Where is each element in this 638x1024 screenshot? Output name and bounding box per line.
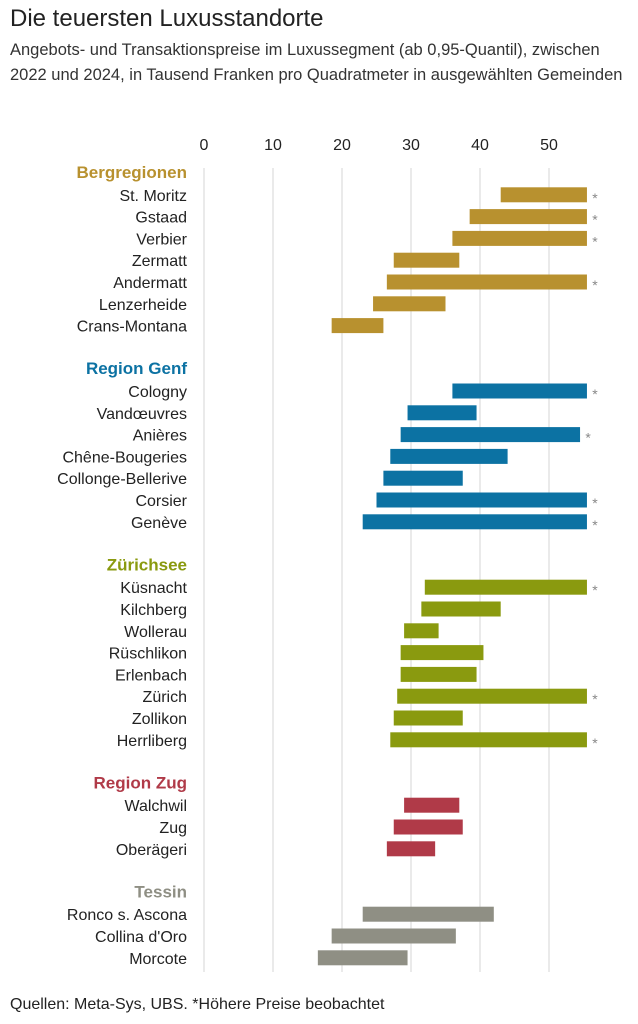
x-tick-label: 40 <box>471 137 489 154</box>
row-label: Verbier <box>136 231 187 248</box>
row-label: Zug <box>159 820 187 837</box>
range-bar <box>393 710 463 726</box>
row-label: Crans-Montana <box>77 319 187 336</box>
range-bar <box>386 274 587 290</box>
range-bar <box>376 492 587 508</box>
x-tick-label: 10 <box>264 137 282 154</box>
group-header-4: Tessin <box>134 882 187 901</box>
row-label: Erlenbach <box>115 667 187 684</box>
range-bar <box>404 797 460 813</box>
row-label: Walchwil <box>124 798 187 815</box>
range-bar <box>362 514 587 530</box>
row-label: Anières <box>133 428 187 445</box>
chart-footer-source: Quellen: Meta-Sys, UBS. *Höhere Preise b… <box>10 996 385 1013</box>
x-tick-label: 30 <box>402 137 420 154</box>
range-bar <box>393 819 463 835</box>
star-marker: * <box>592 735 598 751</box>
range-bar <box>500 187 587 203</box>
group-header-2: Zürichsee <box>107 555 187 574</box>
row-label: Collina d'Oro <box>95 929 187 946</box>
x-tick-label: 50 <box>540 137 558 154</box>
star-marker: * <box>592 582 598 598</box>
range-bar <box>393 252 460 268</box>
row-label: Oberägeri <box>116 842 187 859</box>
row-label: Gstaad <box>135 210 187 227</box>
star-marker: * <box>592 190 598 206</box>
row-label: Morcote <box>129 951 187 968</box>
star-marker: * <box>592 495 598 511</box>
row-label: Herrliberg <box>117 733 187 750</box>
range-bar <box>400 645 484 661</box>
row-label: St. Moritz <box>119 188 187 205</box>
row-label: Wollerau <box>124 624 187 641</box>
range-bar <box>452 230 587 246</box>
range-bar <box>331 318 384 334</box>
x-tick-label: 20 <box>333 137 351 154</box>
x-tick-label: 0 <box>200 137 209 154</box>
row-label: Genève <box>131 515 187 532</box>
row-label: Corsier <box>135 493 187 510</box>
range-bar <box>404 623 439 639</box>
row-label: Andermatt <box>113 275 187 292</box>
row-label: Kilchberg <box>120 602 187 619</box>
row-label: Collonge-Bellerive <box>57 471 187 488</box>
row-label: Vandœuvres <box>97 406 187 423</box>
range-bar <box>421 601 501 617</box>
group-header-3: Region Zug <box>94 773 187 792</box>
range-bar <box>407 405 477 421</box>
range-bar <box>390 448 508 464</box>
row-label: Zürich <box>143 689 187 706</box>
group-header-0: Bergregionen <box>76 163 187 182</box>
range-bar <box>331 928 456 944</box>
star-marker: * <box>592 517 598 533</box>
star-marker: * <box>592 691 598 707</box>
range-bar-chart: 0 10 20 30 40 50 Bergregionen St. Moritz * Gstaad… <box>57 137 598 972</box>
range-bar <box>390 732 587 748</box>
range-bar <box>424 579 587 595</box>
chart-title: Die teuersten Luxusstandorte <box>10 5 324 32</box>
star-marker: * <box>585 430 591 446</box>
row-label: Zermatt <box>132 253 188 270</box>
range-bar <box>373 296 446 312</box>
range-bar <box>386 841 436 857</box>
range-bar <box>400 666 477 682</box>
row-label: Cologny <box>128 384 187 401</box>
range-bar <box>452 383 587 399</box>
star-marker: * <box>592 233 598 249</box>
row-label: Chêne-Bougeries <box>62 449 187 466</box>
star-marker: * <box>592 212 598 228</box>
range-bar <box>383 470 463 486</box>
star-marker: * <box>592 386 598 402</box>
range-bar <box>469 209 587 225</box>
star-marker: * <box>592 277 598 293</box>
range-bar <box>317 950 408 966</box>
range-bar <box>397 688 587 704</box>
row-label: Lenzerheide <box>99 297 187 314</box>
chart-subtitle: Angebots- und Transaktionspreise im Luxu… <box>10 41 623 84</box>
row-label: Rüschlikon <box>109 646 187 663</box>
group-header-1: Region Genf <box>86 359 187 378</box>
range-bar <box>362 906 494 922</box>
row-label: Ronco s. Ascona <box>67 907 187 924</box>
range-bar <box>400 427 581 443</box>
row-label: Zollikon <box>132 711 187 728</box>
row-label: Küsnacht <box>120 580 187 597</box>
